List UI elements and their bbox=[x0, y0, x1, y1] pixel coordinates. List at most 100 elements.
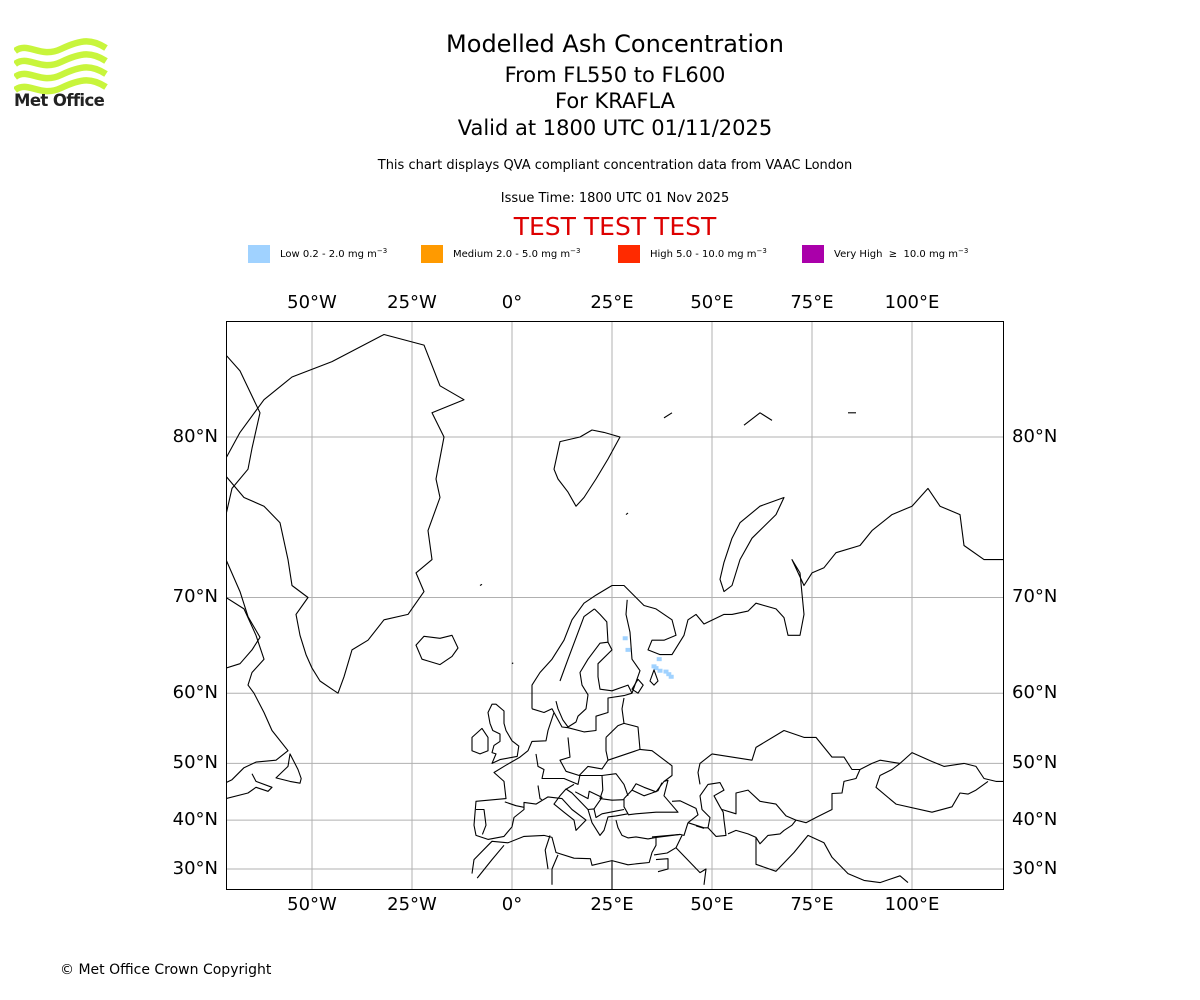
ash-cell-low bbox=[653, 666, 659, 671]
legend-swatch-low bbox=[248, 244, 270, 263]
tick-label: 100°E bbox=[884, 292, 940, 313]
legend-swatch-very-high bbox=[802, 244, 824, 263]
coastline bbox=[594, 608, 609, 643]
tick-label: 75°E bbox=[790, 292, 834, 313]
tick-label: 80°N bbox=[172, 426, 218, 448]
coastline bbox=[473, 708, 679, 840]
coastline bbox=[275, 753, 302, 784]
coastline bbox=[687, 822, 708, 829]
ash-cell-low bbox=[663, 669, 669, 674]
tick-label: 50°E bbox=[690, 292, 734, 313]
chart-description: This chart displays QVA compliant concen… bbox=[377, 158, 853, 173]
tick-label: 100°E bbox=[884, 894, 940, 915]
lake bbox=[649, 669, 659, 686]
legend-label-low: Low 0.2 - 2.0 mg m−3 bbox=[280, 247, 388, 260]
coastline bbox=[721, 789, 797, 821]
coastline bbox=[675, 847, 707, 885]
tick-label: 25°W bbox=[387, 292, 437, 313]
flight-level-range: From FL550 to FL600 bbox=[504, 63, 726, 87]
chart-title: Modelled Ash Concentration bbox=[446, 30, 784, 58]
legend-swatch-medium bbox=[421, 244, 443, 263]
tick-label: 70°N bbox=[1012, 586, 1058, 608]
test-banner: TEST TEST TEST bbox=[513, 212, 717, 241]
coastline bbox=[471, 819, 657, 874]
coastline bbox=[559, 608, 595, 682]
ash-concentration-areas bbox=[622, 636, 674, 679]
tick-label: 30°N bbox=[172, 857, 218, 879]
island bbox=[625, 512, 629, 516]
coastline bbox=[476, 808, 487, 835]
tick-label: 0° bbox=[501, 292, 523, 313]
tick-label: 60°N bbox=[1012, 682, 1058, 704]
issue-time: Issue Time: 1800 UTC 01 Nov 2025 bbox=[500, 191, 730, 206]
coastline bbox=[566, 783, 575, 790]
coastline bbox=[551, 854, 559, 885]
tick-label: 50°W bbox=[287, 292, 337, 313]
coastline bbox=[544, 835, 551, 870]
coastline bbox=[727, 769, 861, 845]
coastline bbox=[625, 599, 641, 694]
tick-label: 25°W bbox=[387, 894, 437, 915]
tick-label: 40°N bbox=[172, 809, 218, 831]
coastline bbox=[697, 753, 713, 785]
ash-cell-low bbox=[625, 647, 631, 652]
coastline bbox=[695, 825, 705, 829]
ash-cell-low bbox=[657, 668, 663, 673]
tick-label: 50°N bbox=[172, 752, 218, 774]
ash-cell-low bbox=[668, 674, 674, 679]
tick-label: 30°N bbox=[1012, 857, 1058, 879]
lake bbox=[631, 678, 644, 694]
ash-cell-low bbox=[622, 636, 628, 641]
coastline bbox=[711, 729, 1004, 782]
tick-label: 60°N bbox=[172, 682, 218, 704]
island bbox=[511, 662, 514, 665]
coastline bbox=[579, 773, 629, 796]
ash-cell-low bbox=[656, 657, 662, 662]
legend-item-very-high: Very High ≥ 10.0 mg m−3 bbox=[802, 244, 968, 263]
volcano-name: For KRAFLA bbox=[555, 89, 675, 113]
legend-label-very-high: Very High ≥ 10.0 mg m−3 bbox=[834, 247, 969, 260]
coastline bbox=[599, 775, 625, 801]
coastline bbox=[559, 737, 609, 777]
coastline bbox=[226, 773, 273, 800]
valid-time: Valid at 1800 UTC 01/11/2025 bbox=[457, 116, 773, 140]
coastline bbox=[587, 808, 625, 819]
tick-label: 50°W bbox=[287, 894, 337, 915]
coastline bbox=[553, 641, 633, 733]
tick-label: 50°E bbox=[690, 894, 734, 915]
coastline bbox=[487, 703, 520, 764]
map-frame bbox=[226, 321, 1004, 890]
legend-item-high: High 5.0 - 10.0 mg m−3 bbox=[618, 244, 767, 263]
coastline bbox=[671, 800, 699, 824]
coastline bbox=[535, 753, 581, 785]
coastline bbox=[553, 429, 621, 507]
map-gridlines bbox=[226, 321, 1004, 890]
coastline bbox=[471, 727, 489, 755]
coastline bbox=[537, 785, 543, 801]
coastline bbox=[415, 634, 459, 666]
coastline bbox=[226, 597, 289, 784]
coastline bbox=[226, 354, 261, 515]
tick-label: 75°E bbox=[790, 894, 834, 915]
legend-swatch-high bbox=[618, 244, 640, 263]
coastline bbox=[574, 790, 603, 810]
coastlines-and-borders bbox=[226, 333, 1004, 890]
coastline bbox=[719, 496, 785, 593]
tick-label: 70°N bbox=[172, 586, 218, 608]
tick-label: 80°N bbox=[1012, 426, 1058, 448]
coastline bbox=[755, 834, 909, 884]
ash-cell-low bbox=[666, 672, 672, 677]
tick-label: 25°E bbox=[590, 292, 634, 313]
coastline bbox=[476, 844, 505, 879]
legend-label-high: High 5.0 - 10.0 mg m−3 bbox=[650, 247, 767, 260]
coastline bbox=[226, 559, 261, 669]
tick-label: 25°E bbox=[590, 894, 634, 915]
coastline bbox=[653, 835, 683, 856]
coastline bbox=[875, 762, 989, 813]
coastline bbox=[655, 858, 669, 873]
coastline bbox=[226, 333, 465, 694]
tick-label: 0° bbox=[501, 894, 523, 915]
island bbox=[663, 412, 673, 419]
coastline bbox=[651, 833, 681, 838]
